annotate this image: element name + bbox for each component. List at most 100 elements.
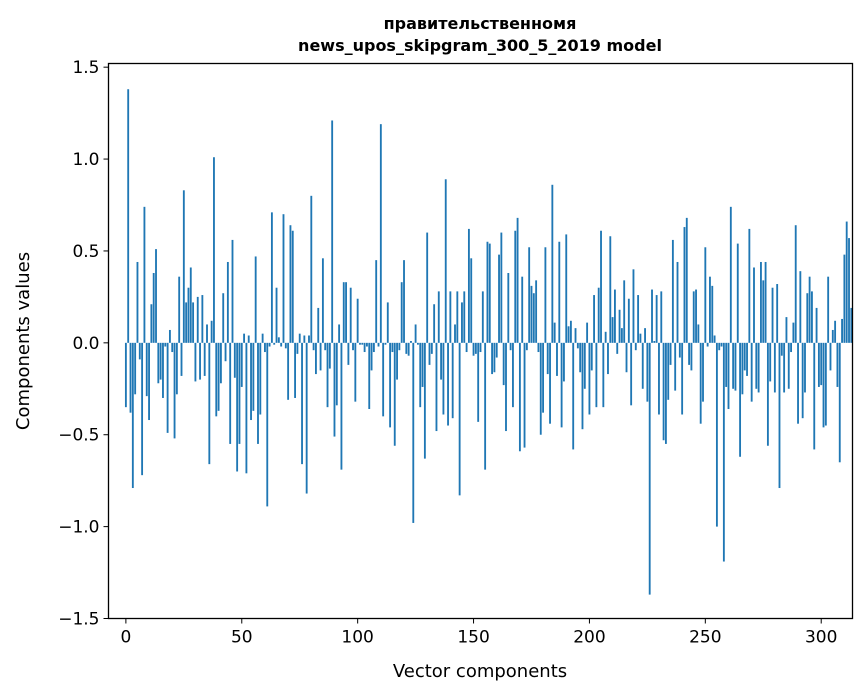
- x-tick-label: 0: [120, 628, 131, 648]
- bar: [463, 291, 466, 343]
- y-axis-ticks: −1.5 −1.0 −0.5 0.0 0.5 1.0 1.5: [58, 58, 109, 630]
- bar: [667, 342, 670, 400]
- bar: [155, 249, 157, 343]
- bar: [546, 342, 549, 375]
- bar: [206, 324, 208, 343]
- bar: [298, 333, 301, 343]
- bar: [611, 317, 614, 343]
- bar: [252, 342, 255, 411]
- bar: [783, 342, 786, 393]
- bar: [567, 326, 570, 343]
- bar: [467, 228, 470, 343]
- bar: [551, 184, 554, 343]
- bar: [486, 241, 489, 343]
- x-axis-ticks: 0 50 100 150 200 250 300: [120, 618, 837, 648]
- bar: [815, 307, 818, 343]
- bar: [277, 337, 280, 343]
- bar: [273, 342, 276, 345]
- bar: [124, 342, 127, 408]
- bar: [345, 282, 347, 343]
- bar: [644, 328, 646, 343]
- bar: [727, 342, 730, 409]
- bar: [736, 243, 739, 343]
- bar: [553, 322, 556, 343]
- bar: [442, 342, 445, 415]
- bar: [787, 342, 790, 389]
- bar: [400, 282, 403, 343]
- bar: [514, 230, 517, 343]
- bar: [331, 120, 334, 343]
- bar: [549, 342, 551, 424]
- bar: [168, 329, 171, 343]
- bar: [790, 342, 792, 353]
- bar: [762, 280, 765, 343]
- bar: [303, 335, 306, 343]
- bar: [141, 342, 144, 476]
- x-tick-label: 250: [689, 628, 721, 648]
- bar: [477, 342, 480, 422]
- bar: [354, 342, 357, 402]
- bar: [637, 295, 640, 343]
- bar: [722, 342, 725, 562]
- bar: [799, 271, 802, 343]
- bar: [451, 342, 454, 419]
- bar: [530, 285, 533, 343]
- bar: [261, 333, 264, 343]
- bar: [305, 342, 308, 494]
- bar: [528, 247, 531, 343]
- bar: [729, 206, 732, 343]
- bar: [563, 342, 565, 382]
- bar: [843, 254, 846, 343]
- bar: [416, 342, 419, 345]
- bar: [361, 342, 364, 345]
- bar: [662, 342, 665, 441]
- y-tick-label: 1.0: [72, 150, 99, 170]
- bar: [664, 342, 667, 444]
- bar: [512, 342, 514, 408]
- bar: [620, 328, 623, 343]
- bar: [829, 342, 832, 371]
- bar: [711, 285, 714, 343]
- chart-title-line-2: news_upos_skipgram_300_5_2019 model: [298, 36, 662, 55]
- bar: [319, 342, 322, 371]
- bar: [674, 342, 677, 391]
- bar: [713, 335, 716, 343]
- bar: [604, 331, 607, 343]
- bar: [817, 342, 820, 387]
- bar: [558, 241, 561, 343]
- plot-frame: [107, 62, 854, 620]
- bar: [412, 342, 415, 523]
- bar: [396, 342, 398, 380]
- bar: [616, 342, 619, 354]
- bar: [162, 342, 164, 398]
- bar: [507, 273, 510, 343]
- bar: [458, 342, 461, 496]
- bar: [614, 289, 616, 343]
- bar: [516, 217, 519, 343]
- bar: [583, 342, 586, 389]
- bar: [695, 289, 697, 343]
- bar: [627, 298, 630, 343]
- bar: [569, 320, 572, 343]
- bar: [294, 342, 296, 398]
- bar: [658, 342, 660, 415]
- y-tick-label: 1.5: [72, 58, 99, 78]
- bar: [797, 342, 799, 424]
- bar: [243, 333, 246, 343]
- bar: [495, 342, 498, 358]
- bar: [597, 287, 600, 343]
- bar: [178, 276, 181, 343]
- bar: [704, 247, 707, 343]
- bar: [145, 342, 148, 397]
- bar: [556, 342, 558, 376]
- bar: [405, 342, 408, 354]
- bar: [785, 317, 788, 343]
- bar: [734, 342, 737, 391]
- bar: [753, 267, 755, 343]
- bar: [352, 342, 354, 351]
- bar: [342, 282, 345, 343]
- bar: [192, 302, 195, 343]
- bar: [470, 258, 473, 343]
- bar: [609, 236, 612, 343]
- bar: [602, 342, 605, 408]
